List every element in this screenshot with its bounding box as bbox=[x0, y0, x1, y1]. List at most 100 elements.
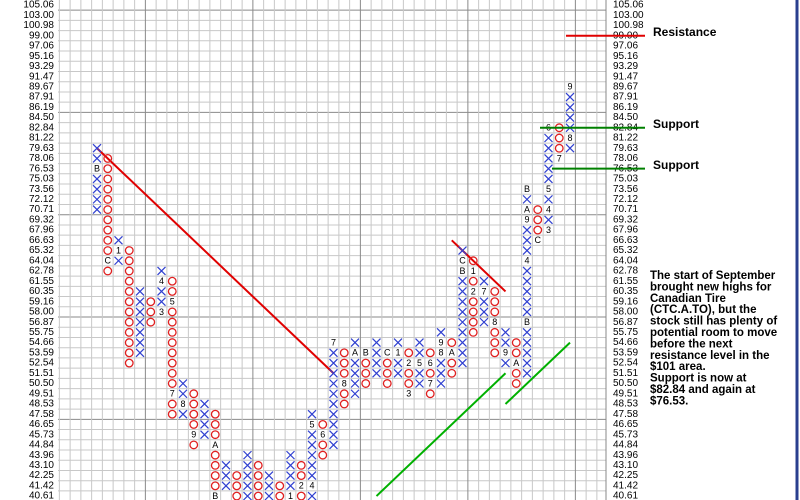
y-tick-label: 64.04 bbox=[29, 255, 54, 266]
x-stroke bbox=[329, 368, 338, 378]
month-label: 8 bbox=[180, 399, 185, 409]
o-box bbox=[361, 358, 371, 368]
y-tick-label: 72.12 bbox=[29, 194, 54, 205]
x-stroke bbox=[522, 327, 532, 337]
o-box bbox=[404, 368, 414, 378]
x-box bbox=[436, 358, 446, 368]
o-box bbox=[103, 205, 113, 215]
o-box bbox=[124, 246, 134, 255]
month-label: 7 bbox=[428, 378, 433, 388]
y-tick-label: 93.29 bbox=[29, 61, 54, 72]
x-box bbox=[458, 338, 467, 348]
o-box bbox=[468, 297, 478, 307]
y-tick-label: 48.53 bbox=[29, 399, 54, 410]
o-box bbox=[339, 389, 349, 399]
y-tick-label-right: 103.00 bbox=[613, 10, 644, 21]
x-box bbox=[544, 143, 553, 153]
o-box bbox=[167, 276, 177, 286]
x-box bbox=[393, 368, 403, 378]
x-box bbox=[522, 327, 532, 337]
month-label: B bbox=[459, 266, 465, 276]
x-stroke bbox=[458, 287, 467, 296]
y-tick-label: 52.54 bbox=[29, 358, 54, 369]
o-box bbox=[490, 297, 500, 307]
x-stroke bbox=[157, 287, 166, 296]
x-stroke bbox=[329, 430, 338, 440]
o-box bbox=[533, 215, 543, 225]
x-box bbox=[522, 276, 532, 286]
x-stroke bbox=[501, 338, 510, 348]
x-stroke bbox=[178, 409, 188, 419]
o-box bbox=[124, 358, 134, 368]
o-box bbox=[490, 327, 500, 337]
o-box bbox=[253, 460, 263, 470]
o-box bbox=[339, 348, 349, 358]
o-box bbox=[425, 348, 435, 358]
x-box bbox=[501, 327, 510, 337]
o-box bbox=[382, 379, 392, 388]
x-box bbox=[522, 194, 532, 204]
o-box bbox=[103, 235, 113, 245]
y-tick-label-right: 84.50 bbox=[613, 112, 638, 123]
month-label: C bbox=[384, 348, 391, 358]
y-tick-label: 95.16 bbox=[29, 51, 54, 62]
x-stroke bbox=[393, 368, 403, 378]
x-stroke bbox=[286, 471, 295, 481]
x-stroke bbox=[264, 491, 274, 500]
x-box bbox=[200, 409, 209, 419]
x-stroke bbox=[458, 317, 467, 327]
x-box bbox=[544, 174, 553, 184]
x-box bbox=[264, 481, 274, 491]
x-box bbox=[565, 113, 575, 122]
trend-line bbox=[96, 147, 335, 375]
o-box bbox=[167, 338, 177, 348]
x-box bbox=[350, 389, 360, 399]
o-box bbox=[511, 368, 521, 378]
x-box bbox=[415, 348, 424, 358]
o-box bbox=[490, 348, 500, 358]
o-box bbox=[103, 246, 113, 255]
y-tick-label: 103.00 bbox=[23, 10, 54, 21]
y-tick-label: 76.53 bbox=[29, 163, 54, 174]
y-tick-label: 44.84 bbox=[29, 440, 54, 451]
y-tick-label-right: 40.61 bbox=[613, 491, 638, 500]
y-tick-label: 69.32 bbox=[29, 214, 54, 225]
x-stroke bbox=[393, 338, 403, 348]
o-box bbox=[296, 460, 306, 470]
x-stroke bbox=[329, 358, 338, 368]
x-stroke bbox=[135, 287, 145, 296]
x-stroke bbox=[522, 246, 532, 255]
x-stroke bbox=[372, 348, 381, 358]
y-tick-label: 55.75 bbox=[29, 327, 54, 338]
x-box bbox=[243, 460, 252, 470]
month-label: 5 bbox=[417, 358, 422, 368]
y-tick-label-right: 41.42 bbox=[613, 480, 638, 491]
x-stroke bbox=[221, 460, 231, 470]
x-stroke bbox=[544, 133, 553, 143]
y-tick-label: 67.96 bbox=[29, 225, 54, 236]
x-stroke bbox=[329, 399, 338, 409]
y-tick-label: 89.67 bbox=[29, 81, 54, 92]
o-box bbox=[124, 276, 134, 286]
x-stroke bbox=[200, 399, 209, 409]
o-box bbox=[447, 358, 457, 368]
y-tick-label-right: 56.87 bbox=[613, 317, 638, 328]
y-tick-label-right: 91.47 bbox=[613, 71, 638, 82]
x-stroke bbox=[544, 154, 553, 163]
x-box bbox=[458, 297, 467, 307]
o-box bbox=[210, 450, 220, 460]
y-tick-label-right: 64.04 bbox=[613, 255, 638, 266]
level-label: Support bbox=[653, 117, 699, 131]
x-stroke bbox=[458, 348, 467, 358]
o-box bbox=[167, 409, 177, 419]
y-tick-label-right: 50.50 bbox=[613, 378, 638, 389]
y-tick-label-right: 62.78 bbox=[613, 266, 638, 277]
x-box bbox=[307, 471, 317, 481]
y-tick-label: 43.96 bbox=[29, 450, 54, 461]
y-tick-label-right: 52.54 bbox=[613, 358, 638, 369]
x-box bbox=[329, 399, 338, 409]
o-box bbox=[189, 419, 199, 429]
o-box bbox=[124, 286, 134, 296]
month-label: 3 bbox=[159, 307, 164, 317]
y-tick-label: 49.51 bbox=[29, 388, 54, 399]
